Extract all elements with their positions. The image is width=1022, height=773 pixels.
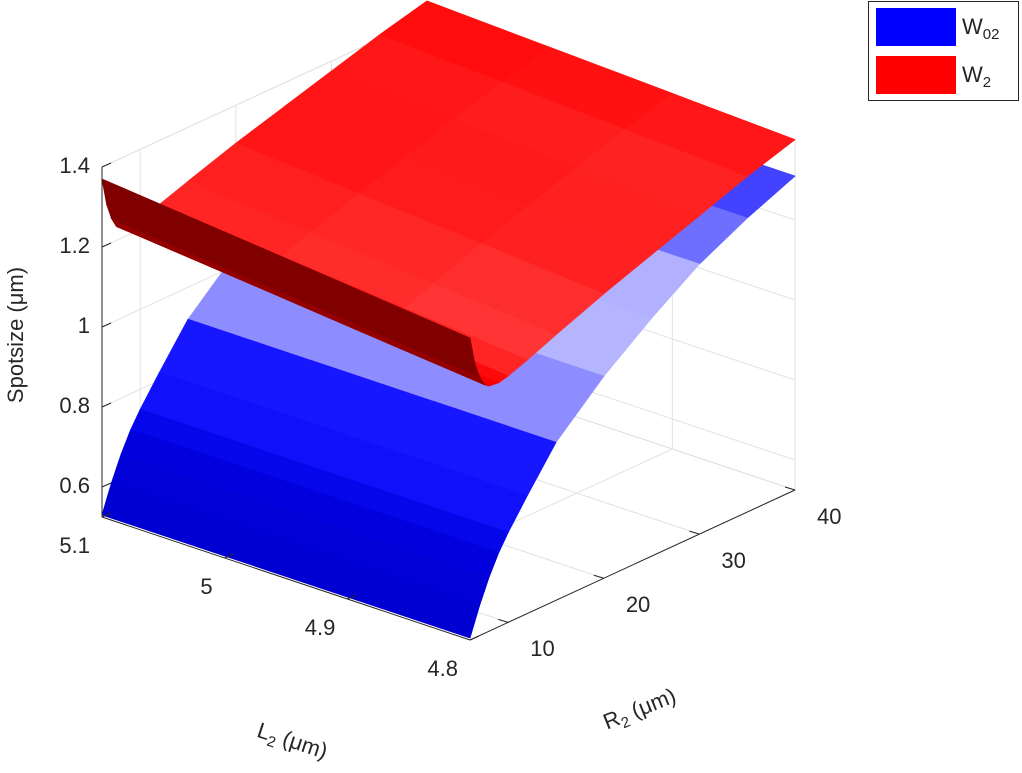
legend-label-part: 2 <box>983 74 991 91</box>
legend-label: W02 <box>962 14 999 43</box>
legend-label-part: W <box>962 14 983 39</box>
z-tick-label: 1.2 <box>59 233 90 258</box>
legend-label: W2 <box>962 62 991 91</box>
legend-swatch <box>876 56 956 94</box>
z-tick-label: 0.8 <box>59 393 90 418</box>
x-axis <box>101 516 471 641</box>
y-axis <box>469 489 796 641</box>
y-tick-label: 20 <box>626 592 650 617</box>
z-tick <box>101 242 112 248</box>
y-tick-label: 40 <box>817 504 841 529</box>
z-axis-label: Spotsize (μm) <box>3 267 28 403</box>
z-tick-label: 1 <box>78 313 90 338</box>
surface-patch <box>346 284 476 365</box>
y-tick <box>593 574 604 579</box>
y-tick <box>784 486 796 491</box>
x-tick <box>101 512 112 518</box>
x-axis-label: L2 (μm) <box>253 717 331 767</box>
surface-patch <box>346 580 476 639</box>
x-tick <box>469 635 480 641</box>
legend-label-part: 02 <box>983 26 1000 43</box>
y-tick <box>498 618 509 623</box>
y-axis-label-part: (μm) <box>622 683 679 726</box>
z-tick <box>101 482 112 488</box>
x-tick-label: 5 <box>200 574 212 599</box>
x-tick <box>224 553 234 559</box>
z-tick-label: 1.4 <box>59 153 90 178</box>
x-tick-label: 4.9 <box>305 615 336 640</box>
x-axis-label-part: (μm) <box>274 724 331 764</box>
y-axis-label: R2 (μm) <box>599 683 680 739</box>
surfaces <box>101 0 796 639</box>
z-tick-label: 0.6 <box>59 473 90 498</box>
y-tick-label: 30 <box>721 548 745 573</box>
z-tick <box>101 402 112 408</box>
y-tick-label: 10 <box>530 636 554 661</box>
axes-front: 0.6 0.8 1 1.2 1.4 4.8 4.9 5 5.1 10 20 30 40 Spotsize … <box>3 1 1019 767</box>
x-tick-label: 4.8 <box>427 656 458 681</box>
z-tick <box>101 322 112 328</box>
y-tick <box>689 530 700 535</box>
legend-label-part: W <box>962 62 983 87</box>
z-tick <box>101 162 112 168</box>
x-tick <box>347 594 357 600</box>
legend-swatch <box>876 8 956 46</box>
x-tick-label: 5.1 <box>59 533 90 558</box>
